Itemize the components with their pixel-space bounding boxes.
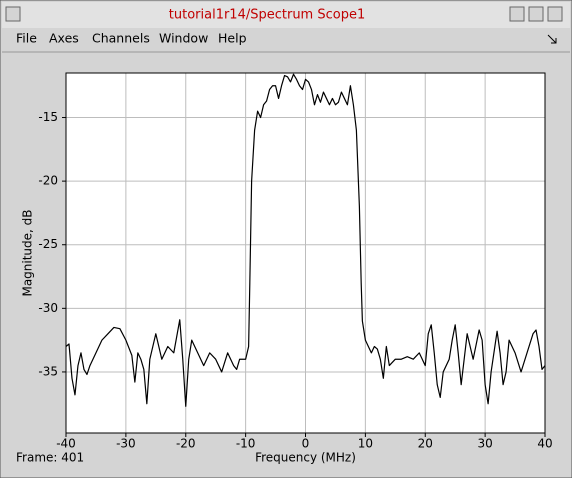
status-frame: Frame: 401: [16, 451, 84, 465]
minimize-button[interactable]: [509, 6, 525, 22]
x-tick-label: 30: [477, 437, 492, 451]
menu-item[interactable]: Help: [218, 31, 247, 46]
dock-icon[interactable]: [547, 34, 557, 44]
y-tick-label: -20: [38, 174, 58, 188]
y-tick-label: -25: [38, 237, 58, 251]
x-tick-label: -30: [116, 437, 136, 451]
y-tick-label: -35: [38, 364, 58, 378]
menu-item[interactable]: File: [16, 31, 37, 46]
x-tick-label: -20: [176, 437, 196, 451]
plot-border: [65, 72, 546, 434]
menu-item[interactable]: Window: [159, 31, 208, 46]
x-tick-label: 20: [418, 437, 433, 451]
spectrum-line: [65, 73, 546, 407]
window-title: tutorial1r14/Spectrum Scope1: [169, 8, 365, 23]
menu-item[interactable]: Axes: [49, 31, 79, 46]
title-bar: [2, 2, 570, 28]
close-button[interactable]: [547, 6, 563, 22]
y-axis-label: Magnitude, dB: [21, 209, 35, 296]
y-tick-label: -30: [38, 301, 58, 315]
x-tick-label: -40: [56, 437, 76, 451]
y-tick-label: -15: [38, 110, 58, 124]
maximize-button[interactable]: [528, 6, 544, 22]
menu-item[interactable]: Channels: [92, 31, 150, 46]
window-menu-button[interactable]: [5, 6, 21, 22]
x-tick-label: -10: [236, 437, 256, 451]
x-axis-label: Frequency (MHz): [255, 451, 356, 465]
x-tick-label: 0: [302, 437, 310, 451]
x-tick-label: 40: [537, 437, 552, 451]
x-tick-label: 10: [358, 437, 373, 451]
